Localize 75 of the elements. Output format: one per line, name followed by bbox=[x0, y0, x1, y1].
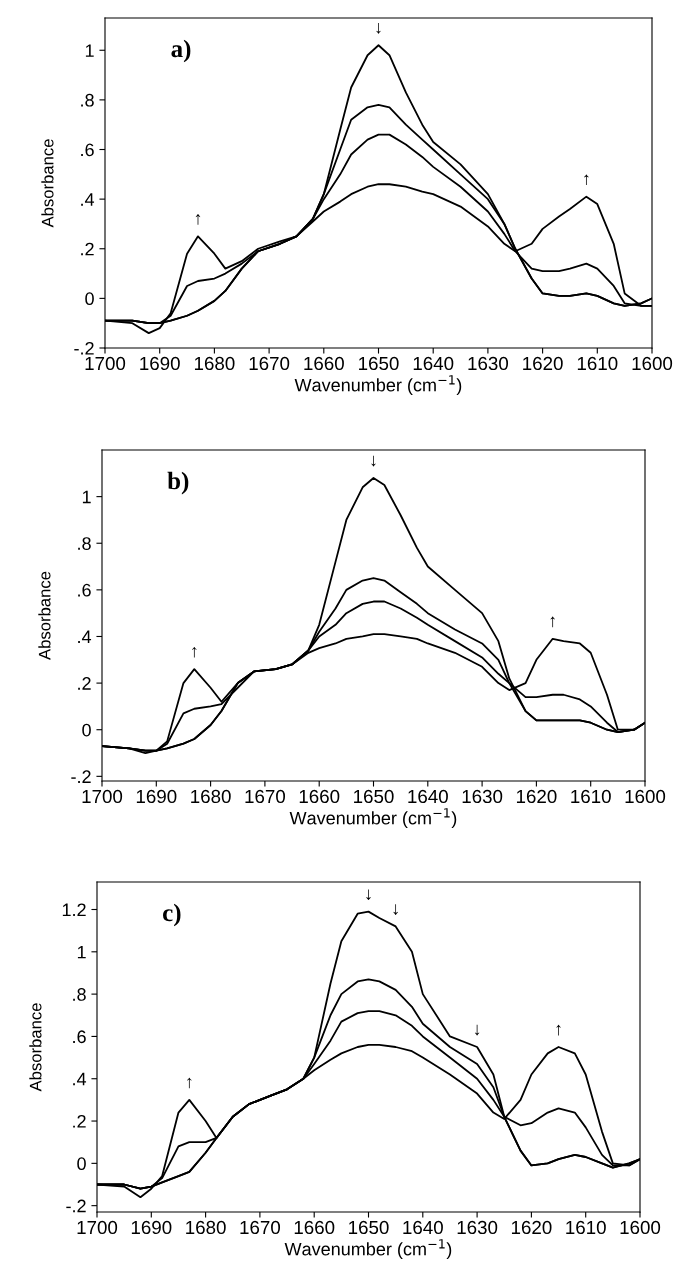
x-tick-label: 1600 bbox=[620, 1220, 661, 1235]
x-tick-label: 1610 bbox=[566, 1220, 606, 1235]
x-tick-label: 1640 bbox=[403, 1220, 443, 1235]
y-tick-label: 1.2 bbox=[62, 903, 86, 917]
y-tick-label: .4 bbox=[78, 630, 92, 644]
x-tick-label: 1660 bbox=[294, 1220, 335, 1235]
x-tick-label: 1690 bbox=[140, 356, 180, 371]
x-tick-label: 1660 bbox=[299, 789, 340, 804]
x-axis-title: Wavenumber (cm$^{−1}$) bbox=[284, 1239, 452, 1260]
x-tick-label: 1650 bbox=[349, 1220, 389, 1235]
x-tick-label: 1660 bbox=[304, 356, 344, 371]
x-axis-title: Wavenumber (cm$^{−1}$) bbox=[294, 375, 462, 396]
y-tick-label: -.2 bbox=[66, 1199, 86, 1213]
y-tick-label: 1 bbox=[77, 945, 86, 959]
y-axis-title: Absorbance bbox=[38, 571, 51, 660]
annotation: ↑ bbox=[192, 646, 197, 658]
y-axis-title: Absorbance bbox=[41, 139, 54, 228]
y-tick-label: .2 bbox=[81, 242, 94, 256]
x-tick-label: 1620 bbox=[523, 356, 563, 371]
annotation: ↓ bbox=[366, 889, 371, 901]
x-tick-label: 1690 bbox=[131, 1220, 172, 1235]
y-tick-label: -.2 bbox=[71, 770, 91, 783]
x-tick-label: 1700 bbox=[77, 1220, 118, 1235]
text: a) bbox=[171, 39, 191, 63]
y-tick-label: .8 bbox=[73, 988, 86, 1001]
x-tick-label: 1690 bbox=[136, 789, 177, 804]
annotation: ↑ bbox=[556, 1024, 561, 1036]
y-tick-label: .4 bbox=[81, 193, 95, 206]
x-tick-label: 1640 bbox=[413, 356, 454, 371]
x-tick-label: 1670 bbox=[240, 1220, 281, 1235]
x-tick-label: 1700 bbox=[82, 789, 123, 804]
y-tick-label: .4 bbox=[73, 1072, 87, 1086]
y-tick-label: .8 bbox=[78, 537, 91, 550]
x-axis-title: Wavenumber (cm$^{−1}$) bbox=[289, 808, 457, 829]
y-tick-label: .2 bbox=[73, 1114, 86, 1128]
annotation: ↑ bbox=[550, 616, 555, 628]
annotation: ↓ bbox=[371, 455, 376, 467]
y-axis-title: Absorbance bbox=[29, 1003, 42, 1092]
y-tick-label: 1 bbox=[82, 490, 91, 504]
annotation: ↓ bbox=[376, 23, 381, 34]
x-tick-label: 1700 bbox=[85, 356, 126, 371]
x-tick-label: 1670 bbox=[249, 356, 290, 371]
x-tick-label: 1630 bbox=[462, 789, 503, 804]
y-tick-label: .6 bbox=[73, 1030, 86, 1044]
x-tick-label: 1620 bbox=[516, 789, 557, 804]
x-tick-label: 1650 bbox=[354, 789, 394, 804]
annotation: ↓ bbox=[393, 904, 398, 915]
y-tick-label: 0 bbox=[77, 1157, 86, 1171]
y-tick-label: .2 bbox=[78, 677, 91, 690]
annotation: ↑ bbox=[584, 174, 589, 186]
text: c) bbox=[163, 903, 181, 927]
x-tick-label: 1680 bbox=[186, 1220, 226, 1235]
x-tick-label: 1680 bbox=[194, 356, 235, 371]
y-tick-label: 1 bbox=[85, 44, 94, 57]
x-tick-label: 1670 bbox=[245, 789, 286, 804]
y-tick-label: 0 bbox=[82, 723, 91, 737]
y-tick-label: .6 bbox=[81, 143, 94, 157]
x-tick-label: 1610 bbox=[577, 356, 618, 371]
x-tick-label: 1610 bbox=[571, 789, 611, 804]
x-tick-label: 1600 bbox=[625, 789, 666, 804]
y-tick-label: .6 bbox=[78, 583, 91, 597]
x-tick-label: 1630 bbox=[468, 356, 509, 371]
x-tick-label: 1680 bbox=[191, 789, 231, 804]
annotation: ↑ bbox=[195, 214, 201, 225]
annotation: ↑ bbox=[187, 1077, 192, 1089]
annotation: ↓ bbox=[474, 1024, 480, 1036]
text: b) bbox=[167, 471, 189, 495]
x-tick-label: 1650 bbox=[359, 356, 399, 371]
x-tick-label: 1630 bbox=[457, 1220, 498, 1235]
y-tick-label: .8 bbox=[81, 93, 94, 107]
x-tick-label: 1640 bbox=[408, 789, 448, 804]
y-tick-label: 0 bbox=[85, 292, 94, 306]
x-tick-label: 1620 bbox=[511, 1220, 552, 1235]
y-tick-label: -.2 bbox=[74, 341, 94, 355]
x-tick-label: 1600 bbox=[632, 356, 673, 371]
